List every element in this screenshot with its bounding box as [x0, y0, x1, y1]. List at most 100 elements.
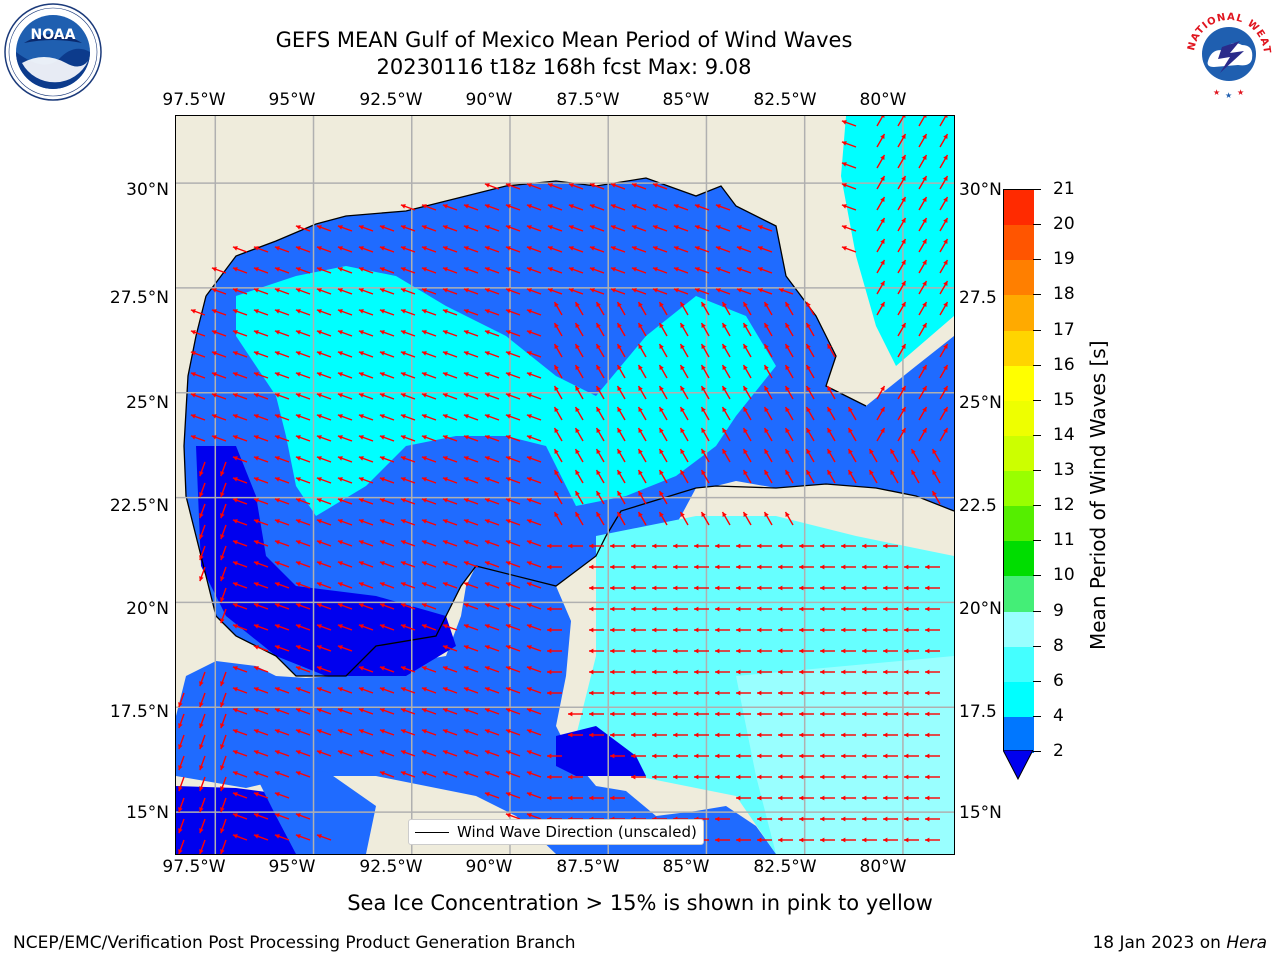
wind-wave-arrow: [757, 606, 772, 612]
wind-wave-arrow: [568, 543, 583, 549]
wind-wave-arrow: [421, 666, 437, 673]
wind-wave-arrow: [232, 456, 248, 463]
wind-wave-arrow: [862, 753, 877, 759]
wind-wave-arrow: [742, 448, 752, 463]
wind-wave-arrow: [463, 288, 479, 295]
colorbar-segment: [1004, 471, 1034, 507]
wind-wave-arrow: [547, 204, 563, 211]
wind-wave-arrow: [232, 666, 248, 673]
wind-wave-arrow: [274, 372, 290, 379]
wind-wave-arrow: [610, 585, 625, 591]
wind-wave-arrow: [652, 183, 668, 190]
wind-wave-arrow: [616, 448, 626, 463]
wind-wave-arrow: [253, 309, 269, 316]
wind-wave-arrow: [442, 561, 458, 568]
colorbar-tick-label: 8: [1053, 635, 1064, 656]
wind-wave-arrow: [400, 393, 416, 400]
wind-wave-arrow: [763, 364, 773, 379]
wind-wave-arrow: [526, 771, 542, 778]
wind-wave-arrow: [199, 503, 206, 519]
wind-wave-arrow: [400, 771, 416, 778]
wind-wave-arrow: [658, 322, 668, 337]
wind-wave-arrow: [232, 372, 248, 379]
wind-wave-arrow: [463, 393, 479, 400]
wind-wave-arrow: [610, 564, 625, 570]
lon-tick-top: 85°W: [662, 90, 710, 110]
wind-wave-arrow: [574, 406, 584, 421]
wind-wave-arrow: [876, 238, 886, 253]
wind-wave-arrow: [862, 627, 877, 633]
wind-wave-arrow: [679, 406, 689, 421]
wind-wave-arrow: [658, 469, 668, 484]
wind-wave-arrow: [610, 267, 626, 274]
wind-wave-arrow: [820, 774, 835, 780]
wind-wave-arrow: [358, 267, 374, 274]
wind-wave-arrow: [679, 301, 689, 316]
wind-wave-arrow: [232, 498, 248, 505]
wind-wave-arrow: [715, 246, 731, 253]
lon-tick-bottom: 85°W: [662, 857, 710, 877]
wind-wave-arrow: [694, 204, 710, 211]
wind-wave-arrow: [316, 246, 332, 253]
wind-wave-arrow: [295, 750, 311, 757]
lon-tick-bottom: 87.5°W: [556, 857, 620, 877]
wind-wave-arrow: [295, 477, 311, 484]
wind-wave-arrows: [178, 116, 949, 854]
wind-wave-arrow: [757, 246, 773, 253]
wind-wave-arrow: [784, 364, 794, 379]
wind-wave-arrow: [589, 267, 605, 274]
wind-wave-arrow: [826, 469, 836, 484]
wind-wave-arrow: [484, 225, 500, 232]
wind-wave-arrow: [862, 711, 877, 717]
wind-wave-arrow: [232, 603, 248, 610]
wind-wave-arrow: [841, 753, 856, 759]
wind-wave-arrow: [721, 343, 731, 358]
wind-wave-arrow: [904, 816, 919, 822]
wind-wave-arrow: [862, 669, 877, 675]
wind-wave-arrow: [897, 116, 906, 127]
wind-wave-arrow: [400, 603, 416, 610]
wind-wave-arrow: [463, 771, 479, 778]
wind-wave-arrow: [931, 490, 941, 505]
wind-wave-arrow: [631, 585, 646, 591]
wind-wave-arrow: [778, 288, 794, 295]
wind-wave-arrow: [358, 540, 374, 547]
wind-wave-arrow: [820, 711, 835, 717]
wind-wave-arrow: [637, 427, 647, 442]
wind-wave-arrow: [574, 385, 584, 400]
wind-wave-arrow: [897, 154, 907, 169]
wind-wave-arrow: [337, 750, 353, 757]
wind-wave-arrow: [784, 343, 794, 358]
wind-wave-arrow: [358, 666, 374, 673]
wind-wave-arrow: [918, 175, 928, 190]
wind-wave-arrow: [505, 582, 521, 589]
wind-wave-arrow: [211, 288, 227, 295]
wind-wave-arrow: [337, 645, 353, 652]
wind-wave-arrow: [526, 204, 542, 211]
wind-wave-arrow: [939, 280, 949, 295]
wind-wave-arrow: [253, 477, 269, 484]
wind-wave-arrow: [463, 708, 479, 715]
wind-wave-arrow: [631, 564, 646, 570]
wind-wave-arrow: [211, 414, 227, 421]
colorbar-segment: [1004, 190, 1034, 226]
wind-wave-arrow: [876, 259, 886, 274]
wind-wave-arrow: [253, 624, 269, 631]
wind-wave-arrow: [715, 753, 730, 759]
wind-wave-arrow: [316, 309, 332, 316]
wind-wave-arrow: [595, 301, 605, 316]
wind-wave-arrow: [805, 406, 815, 421]
wind-wave-arrow: [400, 666, 416, 673]
wind-wave-arrow: [526, 456, 542, 463]
lon-tick-bottom: 95°W: [268, 857, 316, 877]
wind-wave-arrow: [616, 511, 626, 526]
wind-wave-arrow: [463, 267, 479, 274]
wind-wave-arrow: [421, 687, 437, 694]
wind-wave-arrow: [400, 204, 416, 211]
wind-wave-arrow: [736, 774, 751, 780]
wind-wave-arrow: [421, 750, 437, 757]
wind-wave-arrow: [553, 511, 563, 526]
wind-wave-arrow: [379, 771, 395, 778]
wind-wave-arrow: [841, 732, 856, 738]
wind-wave-arrow: [574, 343, 584, 358]
